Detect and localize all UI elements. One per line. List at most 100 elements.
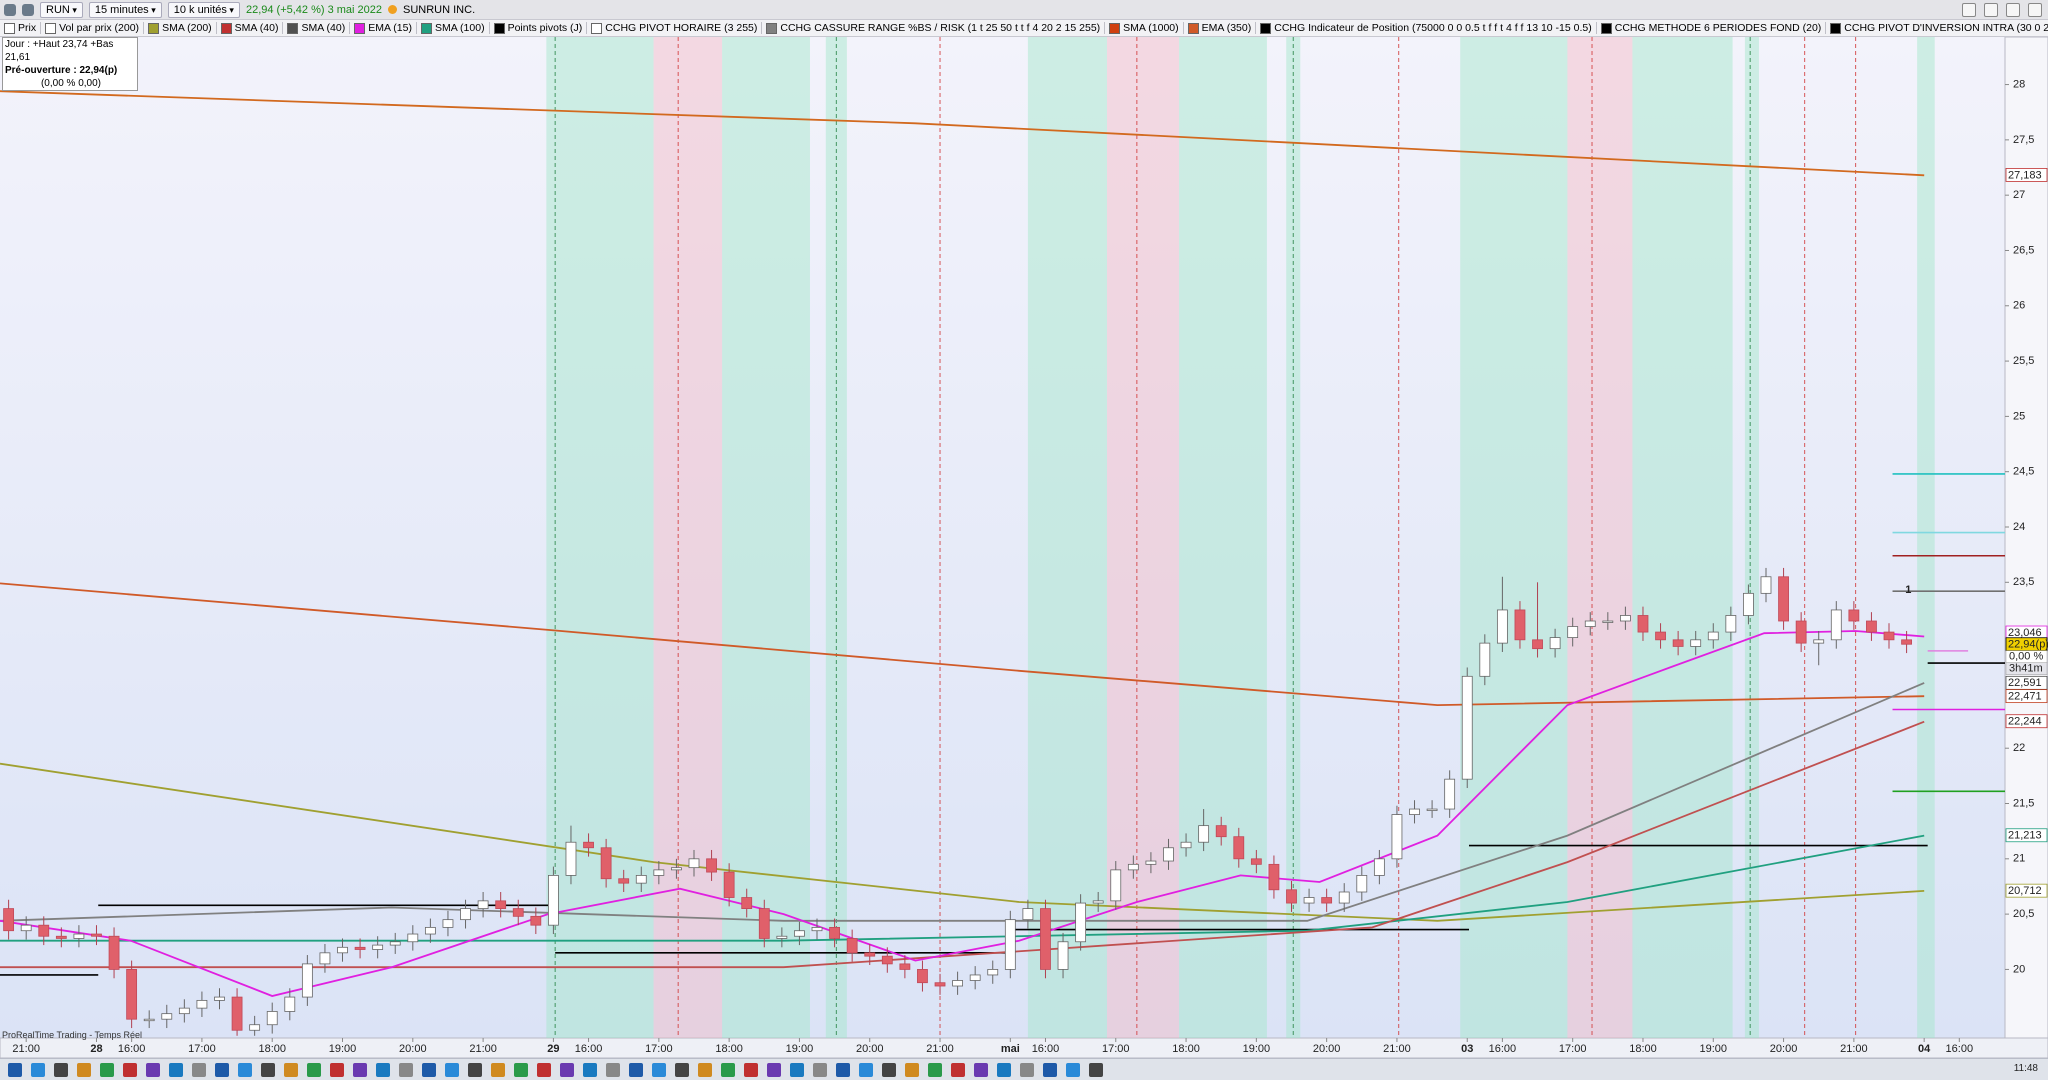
taskbar-icon[interactable] <box>261 1062 275 1077</box>
legend-item[interactable]: SMA (40) <box>220 22 284 34</box>
taskbar-icon[interactable] <box>100 1062 114 1077</box>
candle-body <box>1409 808 1420 815</box>
legend-item[interactable]: CCHG PIVOT D'INVERSION INTRA (30 0 250) <box>1830 22 2048 34</box>
candle-body <box>653 869 665 876</box>
candle-body <box>1075 902 1087 943</box>
taskbar-icon[interactable] <box>77 1062 91 1077</box>
taskbar-icon[interactable] <box>238 1062 252 1077</box>
taskbar-icon[interactable] <box>813 1062 827 1077</box>
taskbar-icon[interactable] <box>422 1062 436 1077</box>
legend-item[interactable]: SMA (200) <box>148 22 217 34</box>
x-tick-label: 16:00 <box>1032 1043 1060 1055</box>
taskbar-icon[interactable] <box>560 1062 574 1077</box>
taskbar-icon[interactable] <box>675 1062 689 1077</box>
candle-body <box>38 924 50 937</box>
taskbar-icon[interactable] <box>146 1062 160 1077</box>
taskbar-icon[interactable] <box>951 1062 965 1077</box>
candle-body <box>1198 825 1210 843</box>
taskbar-icon[interactable] <box>882 1062 896 1077</box>
legend-item[interactable]: Prix <box>4 22 42 34</box>
taskbar-icon[interactable] <box>997 1062 1011 1077</box>
taskbar-icon[interactable] <box>583 1062 597 1077</box>
taskbar-icon[interactable] <box>284 1062 298 1077</box>
taskbar-icon[interactable] <box>31 1062 45 1077</box>
window-button[interactable] <box>2006 3 2020 17</box>
taskbar-icon[interactable] <box>744 1062 758 1077</box>
taskbar-icon[interactable] <box>905 1062 919 1077</box>
candle-body <box>1707 631 1719 641</box>
taskbar-icon[interactable] <box>537 1062 551 1077</box>
candle-body <box>688 858 700 869</box>
legend-swatch <box>287 22 299 34</box>
taskbar-icon[interactable] <box>330 1062 344 1077</box>
taskbar-icon[interactable] <box>1066 1062 1080 1077</box>
taskbar-icon[interactable] <box>468 1062 482 1077</box>
legend-item[interactable]: Vol par prix (200) <box>45 22 145 34</box>
taskbar-icon[interactable] <box>790 1062 804 1077</box>
icon[interactable] <box>4 3 16 16</box>
window-button[interactable] <box>2028 3 2042 17</box>
taskbar-icon[interactable] <box>629 1062 643 1077</box>
candle-body <box>1672 639 1684 647</box>
units-select[interactable]: 10 k unités <box>167 1 240 18</box>
candle-body <box>231 996 243 1031</box>
taskbar-icon[interactable] <box>1043 1062 1057 1077</box>
price-axis <box>2004 36 2048 1039</box>
legend-item[interactable]: CCHG CASSURE RANGE %BS / RISK (1 t 25 50… <box>766 22 1106 34</box>
candle-body <box>829 926 840 939</box>
taskbar: 11:48 <box>0 1058 2048 1080</box>
candle-body <box>3 908 15 932</box>
candle-body <box>1620 615 1631 622</box>
candle-body <box>1127 863 1139 871</box>
y-tick-label: 25 <box>2013 410 2025 422</box>
legend-item[interactable]: EMA (350) <box>1187 22 1257 34</box>
taskbar-icon[interactable] <box>491 1062 505 1077</box>
taskbar-icon[interactable] <box>974 1062 988 1077</box>
price-badge <box>2005 828 2048 843</box>
taskbar-icon[interactable] <box>376 1062 390 1077</box>
icon[interactable] <box>22 3 34 16</box>
taskbar-icon[interactable] <box>54 1062 68 1077</box>
taskbar-icon[interactable] <box>859 1062 873 1077</box>
taskbar-icon[interactable] <box>721 1062 735 1077</box>
taskbar-icon[interactable] <box>307 1062 321 1077</box>
taskbar-icon[interactable] <box>192 1062 206 1077</box>
legend-label: CCHG CASSURE RANGE %BS / RISK (1 t 25 50… <box>780 22 1101 34</box>
legend-item[interactable]: SMA (1000) <box>1109 22 1184 34</box>
taskbar-icon[interactable] <box>1089 1062 1103 1077</box>
taskbar-icon[interactable] <box>928 1062 942 1077</box>
symbol-select[interactable]: RUN <box>40 1 83 18</box>
legend-item[interactable]: CCHG PIVOT HORAIRE (3 255) <box>591 22 763 34</box>
taskbar-icon[interactable] <box>652 1062 666 1077</box>
legend-item[interactable]: SMA (40) <box>287 22 351 34</box>
legend-item[interactable]: EMA (15) <box>354 22 417 34</box>
candle-body <box>319 952 331 965</box>
taskbar-icon[interactable] <box>836 1062 850 1077</box>
taskbar-icon[interactable] <box>1020 1062 1034 1077</box>
candle-body <box>1057 941 1069 970</box>
taskbar-icon[interactable] <box>215 1062 229 1077</box>
candle-body <box>1004 919 1016 970</box>
legend-item[interactable]: Points pivots (J) <box>493 22 588 34</box>
zone <box>1567 37 1633 1038</box>
x-tick-label: 20:00 <box>399 1043 427 1055</box>
taskbar-icon[interactable] <box>169 1062 183 1077</box>
taskbar-icon[interactable] <box>606 1062 620 1077</box>
legend: Prix Vol par prix (200) SMA (200) SMA (40) S… <box>0 20 2048 37</box>
legend-swatch <box>1187 22 1199 34</box>
taskbar-icon[interactable] <box>445 1062 459 1077</box>
legend-item[interactable]: CCHG METHODE 6 PERIODES FOND (20) <box>1600 22 1827 34</box>
legend-item[interactable]: CCHG Indicateur de Position (75000 0 0 0… <box>1260 22 1597 34</box>
taskbar-icon[interactable] <box>353 1062 367 1077</box>
taskbar-icon[interactable] <box>399 1062 413 1077</box>
window-button[interactable] <box>1984 3 1998 17</box>
taskbar-icon[interactable] <box>514 1062 528 1077</box>
taskbar-icon[interactable] <box>767 1062 781 1077</box>
candle-body <box>477 900 489 909</box>
taskbar-icon[interactable] <box>698 1062 712 1077</box>
taskbar-icon[interactable] <box>123 1062 137 1077</box>
period-select[interactable]: 15 minutes <box>88 1 162 18</box>
window-button[interactable] <box>1962 3 1976 17</box>
taskbar-icon[interactable] <box>8 1062 22 1077</box>
legend-item[interactable]: SMA (100) <box>420 22 490 34</box>
